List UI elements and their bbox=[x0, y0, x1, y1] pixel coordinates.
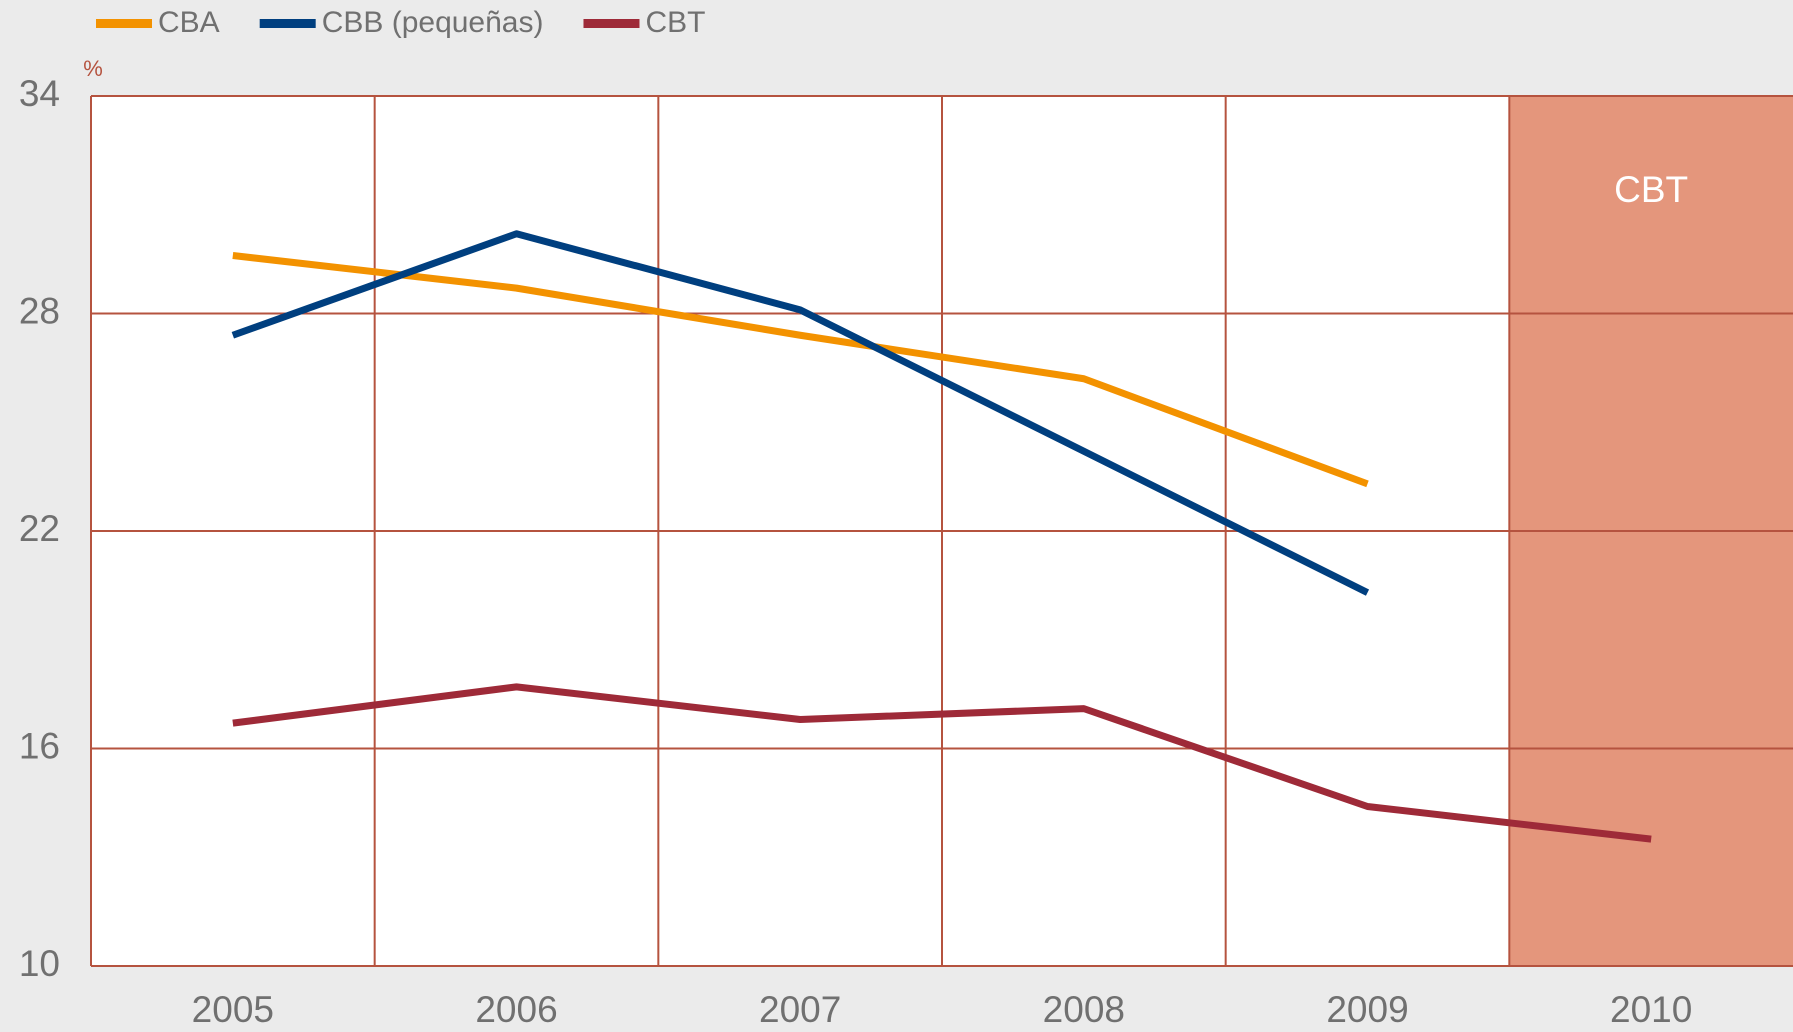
y-tick-label: 16 bbox=[19, 725, 60, 766]
legend-label: CBB (pequeñas) bbox=[322, 6, 544, 39]
x-tick-label: 2009 bbox=[1326, 989, 1408, 1030]
shaded-label: CBT bbox=[1614, 169, 1688, 210]
x-tick-label: 2008 bbox=[1043, 989, 1125, 1030]
legend-label: CBA bbox=[158, 6, 220, 39]
y-unit: % bbox=[83, 56, 103, 81]
x-tick-label: 2010 bbox=[1610, 989, 1692, 1030]
x-tick-label: 2007 bbox=[759, 989, 841, 1030]
x-tick-label: 2005 bbox=[192, 989, 274, 1030]
y-tick-label: 22 bbox=[19, 508, 60, 549]
legend-swatch bbox=[583, 19, 640, 28]
data-line bbox=[232, 252, 1369, 488]
x-tick-label: 2006 bbox=[475, 989, 557, 1030]
legend-label: CBT bbox=[645, 6, 705, 39]
y-tick-label: 10 bbox=[19, 943, 60, 984]
legend-swatch bbox=[259, 19, 316, 28]
y-tick-label: 28 bbox=[19, 290, 60, 331]
data-line bbox=[231, 230, 1370, 596]
y-tick-label: 34 bbox=[19, 73, 60, 114]
legend-swatch bbox=[96, 19, 152, 28]
data-line bbox=[232, 683, 1652, 843]
